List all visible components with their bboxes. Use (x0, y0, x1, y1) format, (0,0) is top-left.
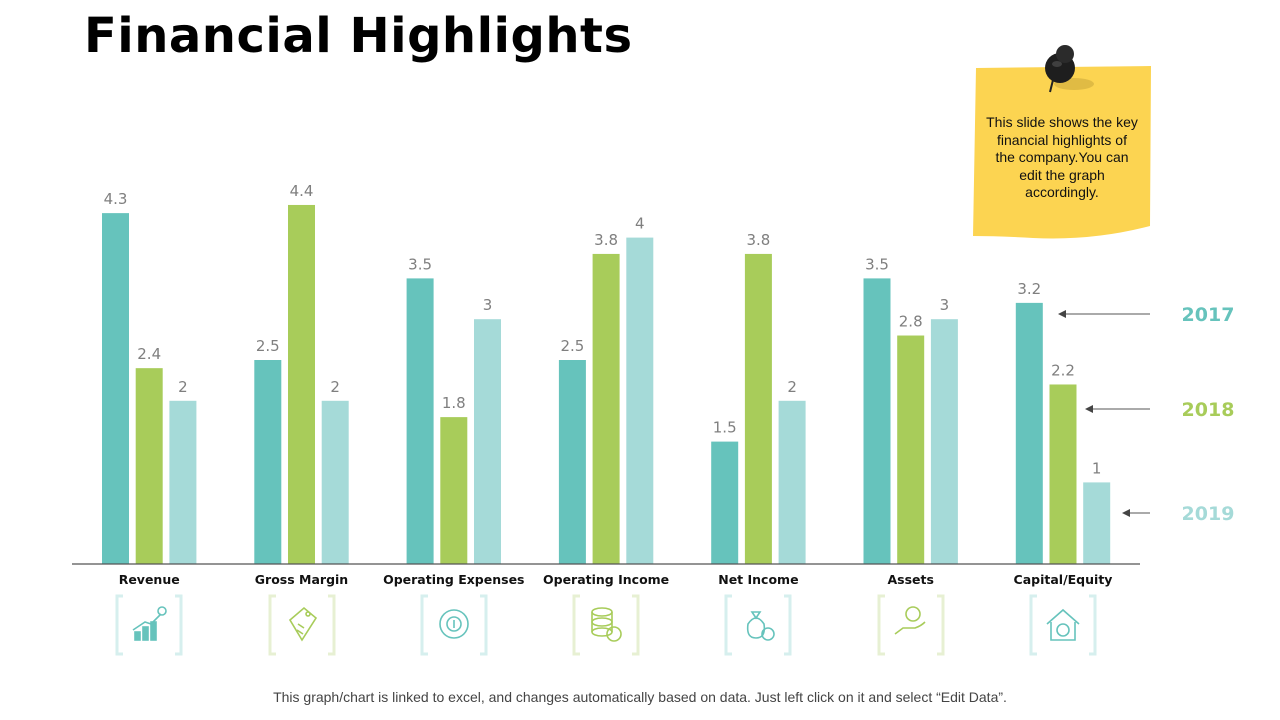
house-dollar-icon (1029, 594, 1097, 656)
footer-note: This graph/chart is linked to excel, and… (273, 689, 1007, 705)
coin-stack-icon (572, 594, 640, 656)
bars-layer (102, 204, 1111, 565)
push-pin-icon (1045, 45, 1094, 93)
value-label-revenue-2019: 2 (178, 378, 188, 396)
money-tag-icon (268, 594, 336, 656)
value-label-operating-expenses-2018: 1.8 (442, 394, 466, 412)
bar-capital-equity-2017[interactable] (1015, 302, 1043, 564)
bar-revenue-2017[interactable] (102, 213, 129, 564)
sticky-note-text: This slide shows the key financial highl… (986, 114, 1138, 201)
value-label-assets-2017: 3.5 (865, 255, 889, 273)
value-label-net-income-2019: 2 (787, 378, 797, 396)
value-label-operating-expenses-2017: 3.5 (408, 255, 432, 273)
bar-gross-margin-2019[interactable] (321, 400, 349, 564)
legend-arrowhead-2018 (1085, 405, 1093, 413)
bar-capital-equity-2019[interactable] (1083, 482, 1111, 564)
value-label-revenue-2017: 4.3 (104, 190, 128, 208)
bar-assets-2018[interactable] (897, 335, 925, 564)
value-label-capital-equity-2017: 3.2 (1017, 280, 1041, 298)
value-label-capital-equity-2018: 2.2 (1051, 361, 1075, 379)
category-label-revenue: Revenue (119, 572, 180, 587)
bar-revenue-2018[interactable] (135, 368, 163, 564)
value-label-gross-margin-2019: 2 (330, 378, 340, 396)
value-label-gross-margin-2018: 4.4 (290, 182, 314, 200)
category-labels-layer: Revenue Gross Margin Operating Expenses Ope… (119, 572, 1113, 587)
sticky-note (973, 66, 1151, 239)
legend: 2017 2018 2019 (1058, 304, 1234, 525)
page-title: Financial Highlights (84, 8, 633, 64)
cash-cycle-icon (420, 594, 488, 656)
category-label-net-income: Net Income (718, 572, 798, 587)
value-label-gross-margin-2017: 2.5 (256, 337, 280, 355)
category-label-operating-income: Operating Income (543, 572, 669, 587)
bar-operating-income-2018[interactable] (592, 253, 620, 565)
bar-operating-income-2019[interactable] (626, 237, 654, 564)
category-label-capital-equity: Capital/Equity (1014, 572, 1113, 587)
value-label-operating-income-2017: 2.5 (560, 337, 584, 355)
category-label-operating-expenses: Operating Expenses (383, 572, 524, 587)
bar-net-income-2017[interactable] (711, 441, 739, 564)
value-label-net-income-2017: 1.5 (713, 419, 737, 437)
value-labels-layer: 4.3 2.4 2 2.5 4.4 2 3.5 1.8 3 2.5 3.8 4 1.5 3.8 2 3.5 2.… (104, 182, 1102, 477)
bar-revenue-2019[interactable] (169, 400, 197, 564)
value-label-operating-income-2018: 3.8 (594, 231, 618, 249)
growth-chart-icon (115, 594, 183, 656)
value-label-net-income-2018: 3.8 (746, 231, 770, 249)
legend-arrowhead-2019 (1122, 509, 1130, 517)
bar-operating-expenses-2017[interactable] (406, 278, 434, 564)
value-label-capital-equity-2019: 1 (1092, 459, 1102, 477)
legend-label-2019: 2019 (1182, 503, 1235, 525)
money-bag-icon (724, 594, 792, 656)
bar-net-income-2019[interactable] (778, 400, 806, 564)
value-label-operating-income-2019: 4 (635, 215, 645, 233)
category-label-gross-margin: Gross Margin (255, 572, 348, 587)
bar-operating-expenses-2019[interactable] (474, 319, 501, 564)
value-label-revenue-2018: 2.4 (137, 345, 161, 363)
legend-arrowhead-2017 (1058, 310, 1066, 318)
bar-assets-2017[interactable] (863, 278, 891, 564)
legend-label-2018: 2018 (1182, 399, 1235, 421)
value-label-operating-expenses-2019: 3 (483, 296, 493, 314)
category-label-assets: Assets (887, 572, 933, 587)
bar-net-income-2018[interactable] (744, 253, 772, 565)
bar-operating-expenses-2018[interactable] (440, 417, 468, 564)
legend-label-2017: 2017 (1182, 304, 1235, 326)
bar-assets-2019[interactable] (930, 319, 958, 564)
value-label-assets-2018: 2.8 (899, 313, 923, 331)
bar-capital-equity-2018[interactable] (1049, 384, 1077, 564)
bar-gross-margin-2017[interactable] (254, 360, 282, 564)
bar-gross-margin-2018[interactable] (288, 204, 315, 564)
bar-operating-income-2017[interactable] (558, 360, 586, 564)
hand-coin-icon (877, 594, 945, 656)
value-label-assets-2019: 3 (940, 296, 950, 314)
